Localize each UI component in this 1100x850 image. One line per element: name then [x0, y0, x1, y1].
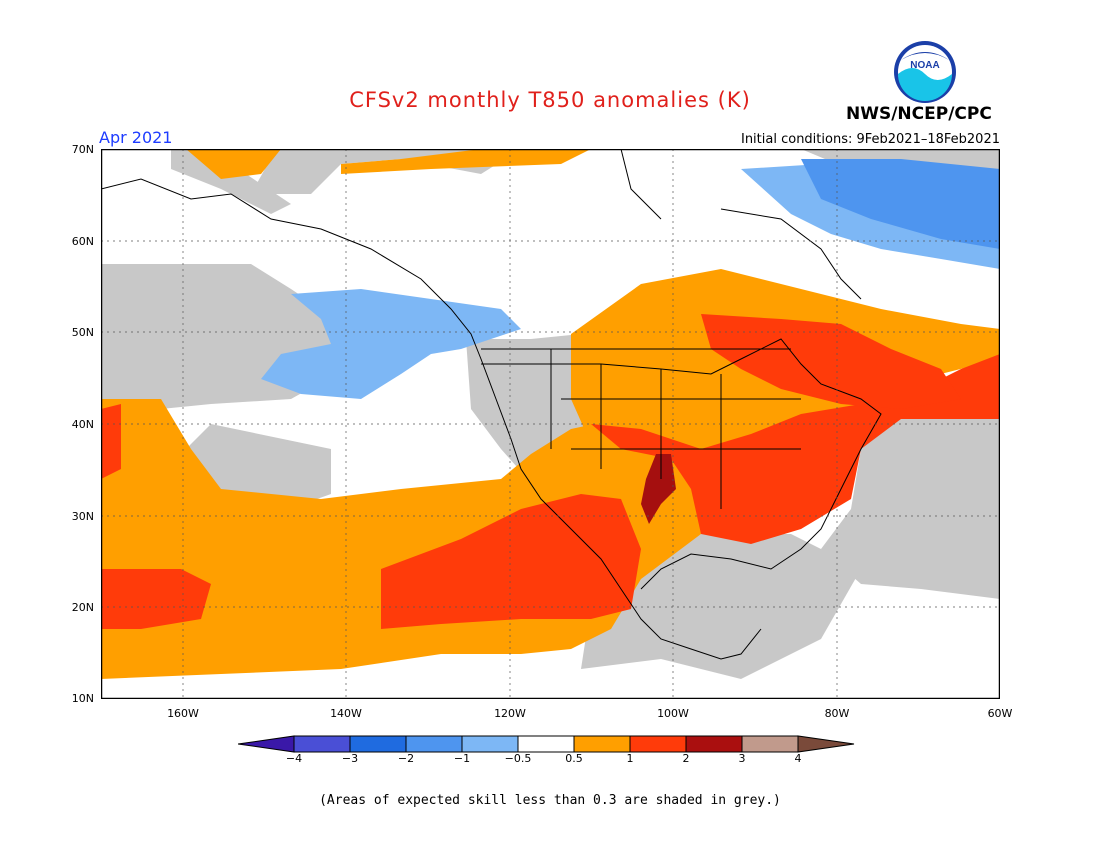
colorbar-swatch — [685, 735, 743, 753]
colorbar — [238, 735, 855, 753]
lon-label: 80W — [824, 707, 850, 720]
colorbar-swatch — [517, 735, 575, 753]
initial-conditions: Initial conditions: 9Feb2021–18Feb2021 — [740, 132, 1000, 147]
lat-label: 60N — [71, 235, 94, 248]
colorbar-swatch — [573, 735, 631, 753]
extreme-warm-region — [641, 454, 676, 524]
colorbar-arrow-high — [797, 735, 855, 753]
colorbar-swatch — [405, 735, 463, 753]
cold-region — [801, 159, 1000, 249]
coastlines — [101, 149, 882, 660]
colorbar-swatch — [461, 735, 519, 753]
skill-note: (Areas of expected skill less than 0.3 a… — [319, 793, 781, 808]
colorbar-swatch — [293, 735, 351, 753]
lon-label: 60W — [987, 707, 1013, 720]
colorbar-swatch — [741, 735, 799, 753]
colorbar-tick-label: 0.5 — [565, 752, 583, 765]
lon-label: 160W — [167, 707, 199, 720]
lat-label: 50N — [71, 326, 94, 339]
lon-label: 140W — [330, 707, 362, 720]
lat-label: 40N — [71, 418, 94, 431]
colorbar-tick-label: −4 — [285, 752, 303, 765]
colorbar-tick-label: 3 — [738, 752, 746, 765]
anomaly-map — [101, 149, 1000, 699]
lat-label: 20N — [71, 601, 94, 614]
map-title: CFSv2 monthly T850 anomalies (K) — [349, 88, 751, 112]
colorbar-tick-label: 4 — [794, 752, 802, 765]
colorbar-tick-label: 1 — [626, 752, 634, 765]
noaa-logo: NOAA — [894, 41, 956, 103]
forecast-period: Apr 2021 — [99, 128, 173, 147]
colorbar-swatch — [629, 735, 687, 753]
lon-label: 120W — [494, 707, 526, 720]
colorbar-arrow-low — [238, 735, 295, 753]
graticule — [101, 149, 1000, 699]
lon-label: 100W — [657, 707, 689, 720]
colorbar-tick-label: −3 — [341, 752, 359, 765]
colorbar-tick-label: −0.5 — [504, 752, 532, 765]
colorbar-swatch — [349, 735, 407, 753]
lat-label: 70N — [71, 143, 94, 156]
lat-label: 10N — [71, 692, 94, 705]
agency-label: NWS/NCEP/CPC — [846, 104, 992, 124]
colorbar-tick-label: −2 — [397, 752, 415, 765]
lat-label: 30N — [71, 510, 94, 523]
colorbar-tick-label: −1 — [453, 752, 471, 765]
logo-text: NOAA — [910, 60, 939, 71]
colorbar-tick-label: 2 — [682, 752, 690, 765]
